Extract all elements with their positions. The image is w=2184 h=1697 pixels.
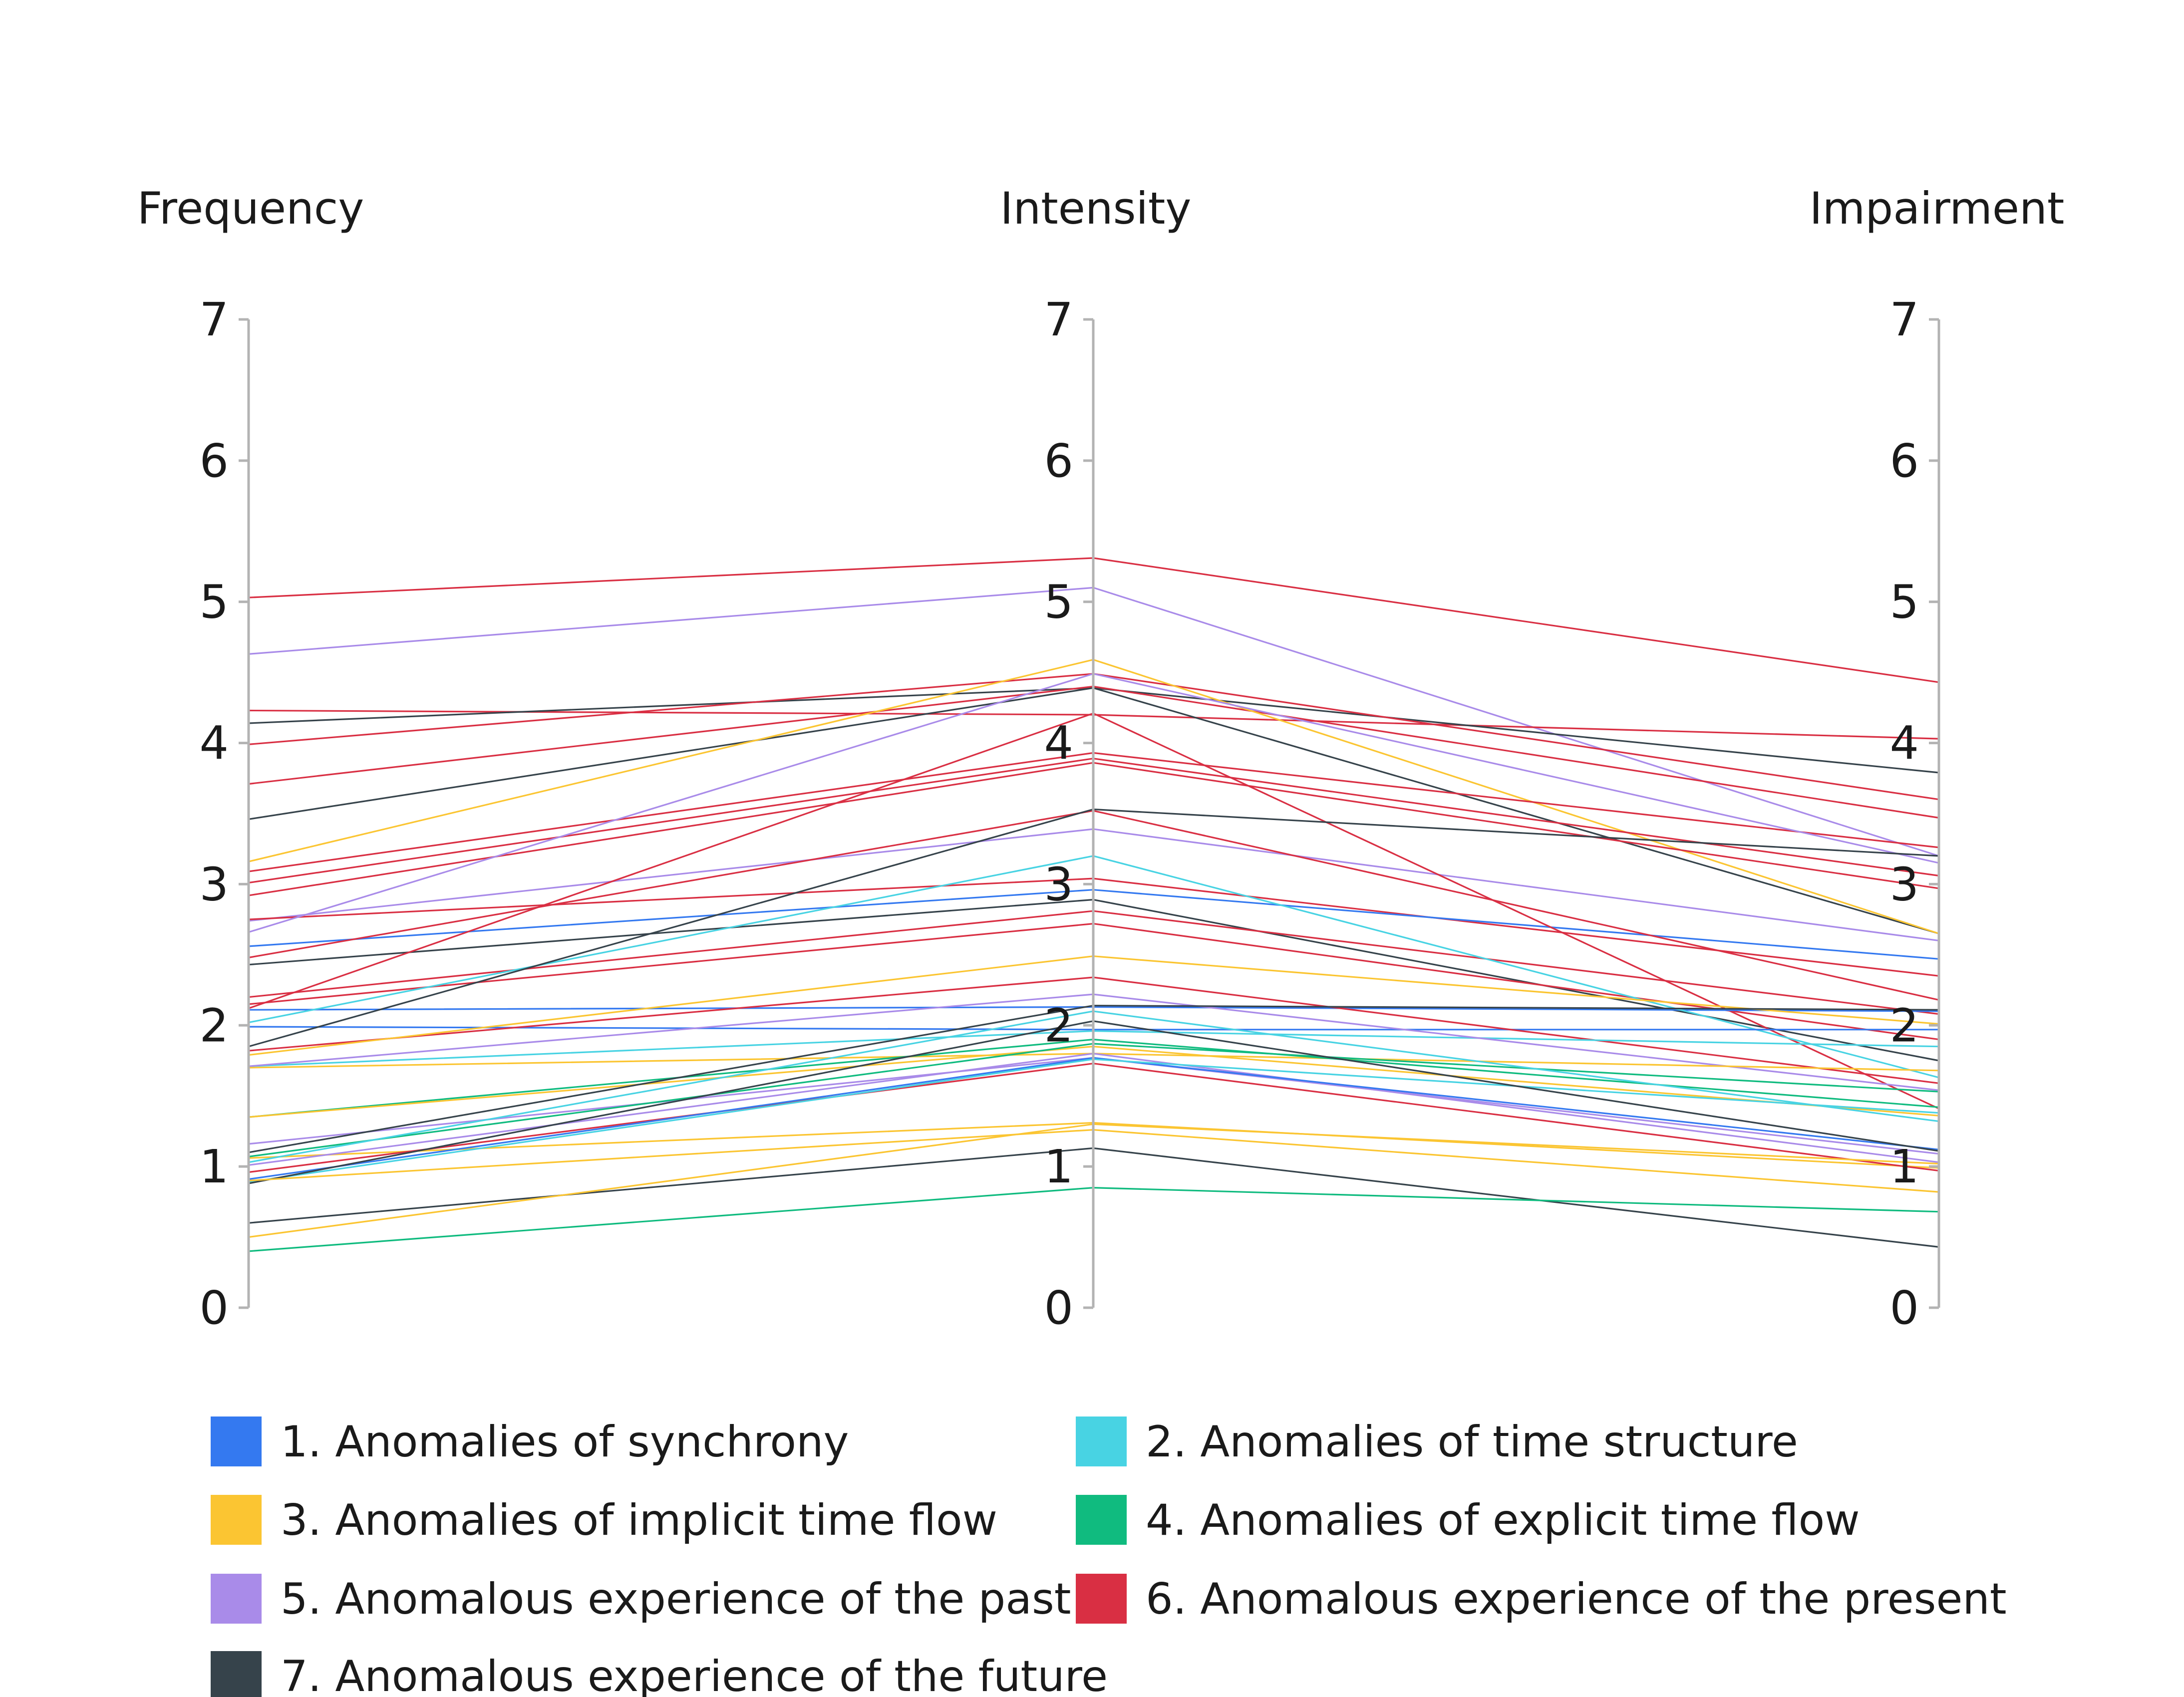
legend-swatch: [211, 1651, 262, 1697]
legend-label: 3. Anomalies of implicit time flow: [281, 1495, 997, 1545]
tick-label: 1: [1044, 1140, 1073, 1193]
legend-item-6: 6. Anomalous experience of the present: [1076, 1574, 2007, 1624]
tick-label: 6: [199, 434, 229, 488]
tick-label: 3: [1044, 857, 1073, 911]
axis-frequency: Frequency 0 1 2 3 4 5 6 7: [137, 183, 364, 1335]
tick-label: 2: [1889, 999, 1919, 1052]
axis-impairment: Impairment 0 1 2 3 4 5 6 7: [1810, 183, 2065, 1335]
legend-item-7: 7. Anomalous experience of the future: [211, 1651, 1108, 1697]
tick-label: 4: [199, 717, 229, 770]
legend-label: 5. Anomalous experience of the past: [281, 1574, 1071, 1624]
tick-label: 7: [199, 293, 229, 346]
tick-label: 0: [1044, 1281, 1073, 1335]
legend-item-1: 1. Anomalies of synchrony: [211, 1416, 849, 1467]
legend-item-5: 5. Anomalous experience of the past: [211, 1574, 1071, 1624]
legend-swatch: [211, 1416, 262, 1466]
tick-label: 7: [1889, 293, 1919, 346]
legend-swatch: [1076, 1416, 1127, 1466]
tick-label: 3: [199, 857, 229, 911]
legend-label: 1. Anomalies of synchrony: [281, 1417, 849, 1467]
tick-label: 1: [1889, 1140, 1919, 1193]
axis-title: Intensity: [1000, 183, 1191, 234]
legend-item-3: 3. Anomalies of implicit time flow: [211, 1495, 997, 1545]
tick-label: 7: [1044, 293, 1073, 346]
tick-label: 5: [199, 575, 229, 629]
tick-label: 0: [199, 1281, 229, 1335]
tick-label: 6: [1889, 434, 1919, 488]
legend-label: 7. Anomalous experience of the future: [281, 1652, 1108, 1697]
legend-swatch: [1076, 1495, 1127, 1545]
tick-label: 6: [1044, 434, 1073, 488]
axes: Frequency01234567Intensity01234567Impair…: [137, 183, 2065, 1335]
legend-label: 2. Anomalies of time structure: [1146, 1417, 1798, 1467]
legend-item-4: 4. Anomalies of explicit time flow: [1076, 1495, 1860, 1545]
legend-label: 4. Anomalies of explicit time flow: [1146, 1495, 1860, 1545]
legend-swatch: [211, 1574, 262, 1624]
tick-label: 2: [1044, 999, 1073, 1052]
axis-title: Frequency: [137, 183, 364, 234]
tick-label: 3: [1889, 857, 1919, 911]
legend-swatch: [1076, 1574, 1127, 1624]
axis-title: Impairment: [1810, 183, 2065, 234]
legend: 1. Anomalies of synchrony 2. Anomalies of…: [211, 1416, 2007, 1697]
legend-item-2: 2. Anomalies of time structure: [1076, 1416, 1798, 1467]
tick-label: 4: [1044, 717, 1073, 770]
tick-label: 5: [1044, 575, 1073, 629]
tick-label: 5: [1889, 575, 1919, 629]
axis-intensity: Intensity 0 1 2 3 4 5 6 7: [1000, 183, 1191, 1335]
tick-label: 0: [1889, 1281, 1919, 1335]
tick-label: 2: [199, 999, 229, 1052]
legend-swatch: [211, 1495, 262, 1545]
legend-label: 6. Anomalous experience of the present: [1146, 1574, 2007, 1624]
tick-label: 4: [1889, 717, 1919, 770]
tick-label: 1: [199, 1140, 229, 1193]
